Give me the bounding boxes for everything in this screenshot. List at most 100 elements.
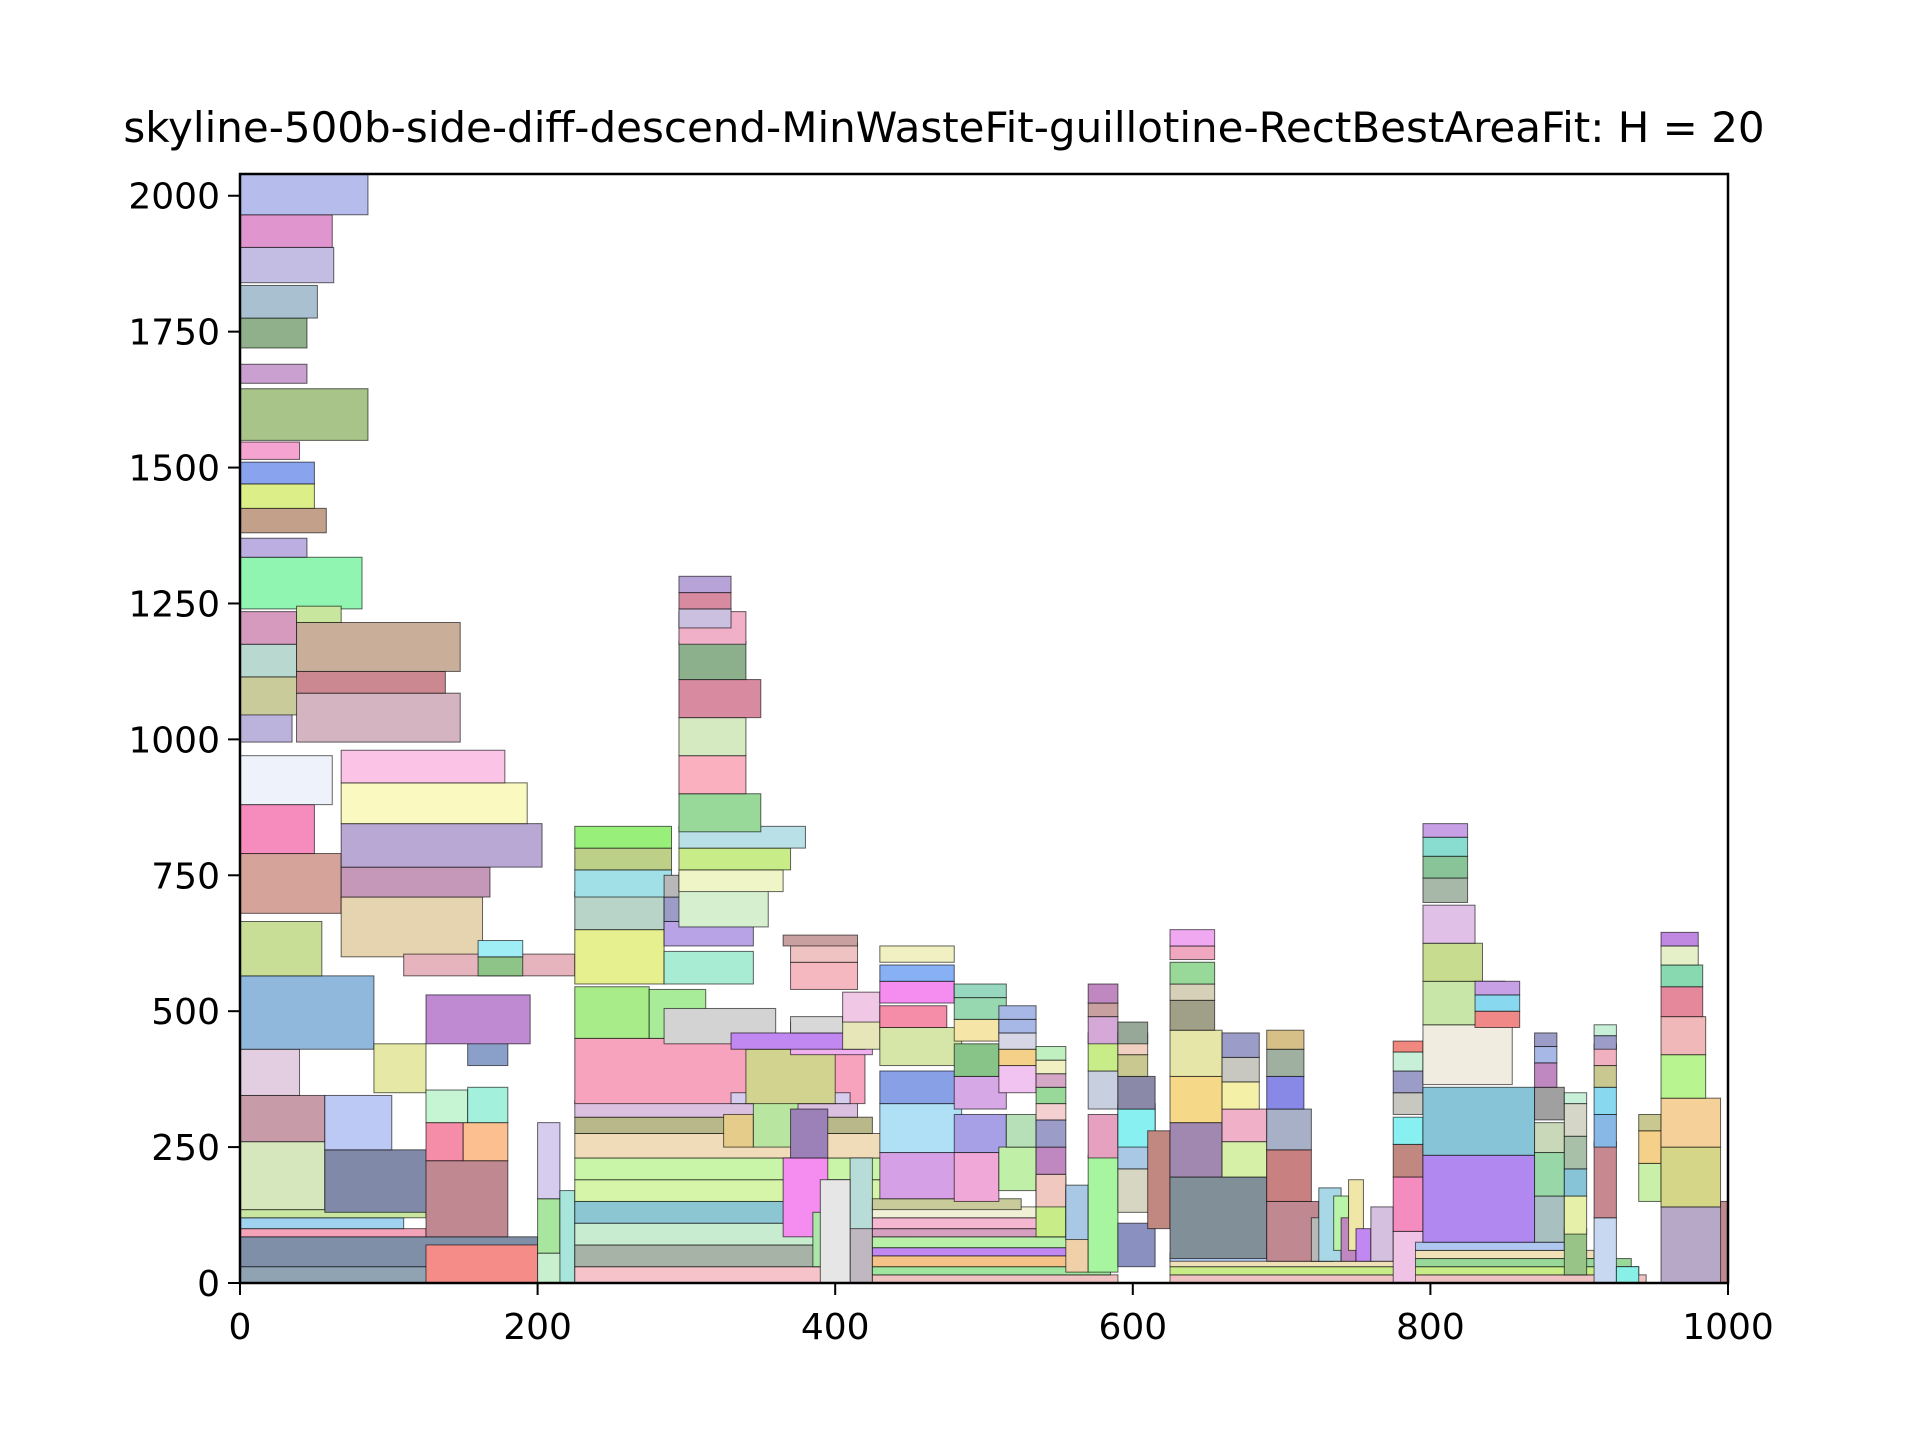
packed-rect-148: [1035, 1103, 1067, 1121]
packed-rect-209: [1392, 1040, 1424, 1053]
packed-rect-192: [1266, 1075, 1305, 1110]
packed-rect-191: [1266, 1108, 1312, 1151]
packed-rect-186: [1221, 1081, 1260, 1110]
packed-rect-247: [1593, 1035, 1617, 1050]
packed-rect-234: [1534, 1032, 1558, 1048]
packed-rect-150: [1035, 1073, 1067, 1088]
packed-rect-133: [953, 1043, 1000, 1077]
packed-rect-216: [1422, 1086, 1536, 1156]
packed-rect-74: [574, 825, 673, 849]
packed-rect-47: [425, 1089, 469, 1124]
packed-rect-146: [1035, 1146, 1067, 1175]
packed-rect-251: [1638, 1130, 1662, 1164]
packed-rect-73: [574, 847, 673, 871]
packed-rect-122: [879, 1152, 963, 1200]
packed-rect-175: [1169, 1176, 1268, 1260]
packed-rect-235: [1563, 1228, 1588, 1276]
packed-rect-159: [1087, 1016, 1119, 1045]
packed-rect-156: [1087, 1113, 1119, 1159]
packed-rect-136: [953, 983, 1007, 999]
packed-rect-128: [879, 964, 955, 982]
packed-rect-116: [871, 1247, 1097, 1257]
y-tick-label-750: 750: [151, 856, 220, 897]
packed-rect-139: [998, 1065, 1037, 1094]
packed-rect-236: [1563, 1195, 1588, 1235]
packed-rect-41: [296, 621, 461, 672]
packed-rect-87: [678, 679, 762, 719]
packed-rect-48: [467, 1086, 509, 1124]
packed-rect-8: [239, 975, 375, 1050]
packed-rect-184: [1221, 1141, 1268, 1178]
packed-rect-16: [239, 611, 298, 645]
packed-rect-44: [425, 1160, 509, 1238]
y-tick-label-250: 250: [151, 1128, 220, 1169]
packed-rect-33: [373, 1043, 427, 1094]
packed-rect-182: [1169, 945, 1216, 961]
packed-rect-15: [239, 643, 298, 678]
packed-rect-177: [1169, 1075, 1223, 1124]
packed-rect-245: [1593, 1065, 1617, 1088]
packed-rect-94: [723, 1113, 754, 1148]
packed-rect-250: [1638, 1162, 1662, 1202]
packed-rect-204: [1392, 1143, 1424, 1178]
packed-rect-188: [1221, 1032, 1260, 1058]
plot-frame: [238, 172, 1730, 1285]
packed-rect-84: [678, 793, 762, 833]
packed-rect-7: [239, 1048, 301, 1096]
y-tick-label-0: 0: [197, 1264, 220, 1305]
x-tick-label-800: 800: [1396, 1307, 1465, 1348]
x-axis: 0 200 400 600 800 1000: [229, 1283, 1774, 1348]
packed-rect-5: [239, 1141, 326, 1211]
packed-rect-238: [1563, 1135, 1588, 1170]
packed-rect-123: [879, 1103, 963, 1154]
packed-rect-259: [1660, 964, 1704, 988]
packed-rect-105: [782, 934, 859, 947]
packed-rect-183: [1169, 929, 1216, 947]
packed-rect-208: [1392, 1051, 1424, 1072]
y-tick-label-1000: 1000: [128, 720, 220, 761]
packed-rect-214: [1415, 1241, 1565, 1251]
packed-rect-34: [340, 896, 484, 958]
y-tick-label-1750: 1750: [128, 313, 220, 354]
packed-rect-81: [678, 869, 784, 893]
x-tick-label-0: 0: [229, 1307, 252, 1348]
packed-rect-141: [998, 1032, 1037, 1050]
x-tick-label-400: 400: [801, 1307, 870, 1348]
packed-rect-57: [559, 1190, 576, 1284]
packed-rect-203: [1392, 1176, 1424, 1232]
packed-rect-252: [1638, 1113, 1662, 1132]
packed-rect-231: [1534, 1086, 1565, 1121]
y-axis: 0 250 500 750 1000 1250 1500 1750 2000: [128, 177, 240, 1305]
packed-rect-25: [239, 317, 308, 349]
packed-rect-244: [1593, 1086, 1617, 1115]
packed-rect-143: [998, 1005, 1037, 1020]
packed-rect-160: [1087, 1002, 1119, 1018]
packed-rect-23: [239, 388, 369, 441]
packed-rect-178: [1169, 1029, 1223, 1077]
packed-rect-102: [842, 991, 881, 1023]
packed-rect-254: [1660, 1146, 1722, 1208]
packed-rect-50: [425, 994, 531, 1045]
packed-rect-45: [425, 1122, 464, 1162]
x-tick-label-600: 600: [1098, 1307, 1167, 1348]
packed-rect-161: [1087, 983, 1119, 1004]
packed-rect-32: [324, 1094, 393, 1151]
packed-rect-3: [239, 1217, 405, 1230]
packed-rect-12: [239, 755, 333, 806]
packed-rect-24: [239, 363, 308, 384]
packed-rect-112: [819, 1179, 851, 1284]
packed-rectangles: [239, 173, 1729, 1284]
packed-rect-166: [1117, 1075, 1156, 1110]
packed-rect-180: [1169, 983, 1216, 1001]
packed-rect-103: [790, 961, 859, 990]
packed-rect-52: [477, 956, 524, 977]
packed-rect-194: [1266, 1029, 1305, 1050]
packed-rect-29: [239, 173, 369, 216]
packed-rect-229: [1534, 1152, 1565, 1197]
packed-rect-53: [477, 940, 524, 958]
packed-rect-19: [239, 507, 327, 534]
packed-rect-206: [1392, 1092, 1424, 1115]
packed-rect-147: [1035, 1119, 1067, 1148]
packed-rect-256: [1660, 1054, 1707, 1099]
packed-rect-172: [1169, 1266, 1409, 1276]
